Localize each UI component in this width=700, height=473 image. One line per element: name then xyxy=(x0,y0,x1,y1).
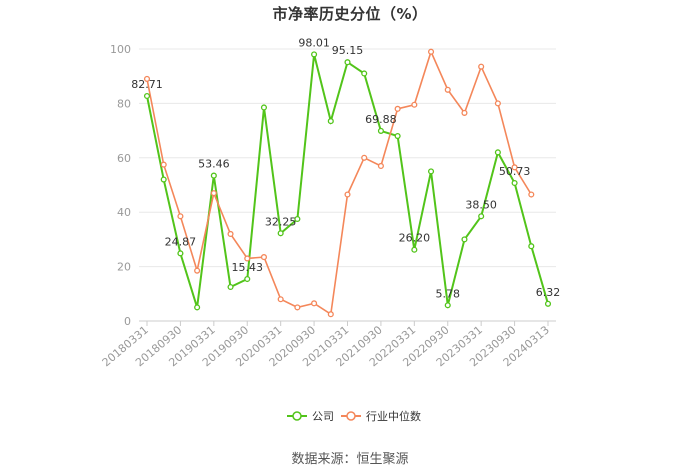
data-label: 98.01 xyxy=(298,36,330,49)
data-point xyxy=(260,254,268,261)
data-label: 15.43 xyxy=(232,261,264,274)
chart-title: 市净率历史分位（%） xyxy=(272,5,428,23)
data-point xyxy=(194,304,201,311)
data-point xyxy=(494,100,501,107)
data-point xyxy=(444,302,451,309)
y-tick-label: 20 xyxy=(117,261,131,274)
data-label: 24.87 xyxy=(165,235,197,248)
data-point xyxy=(394,105,401,112)
data-point xyxy=(227,283,234,291)
data-point xyxy=(461,236,468,243)
data-point xyxy=(528,191,535,198)
data-point xyxy=(143,92,151,100)
data-point xyxy=(327,118,334,125)
data-point xyxy=(244,275,251,283)
legend-marker xyxy=(292,411,302,421)
data-point xyxy=(260,104,268,111)
data-label: 6.32 xyxy=(536,286,561,299)
data-source: 数据来源：恒生聚源 xyxy=(291,452,409,467)
data-point xyxy=(444,86,451,93)
data-label: 69.88 xyxy=(365,113,397,126)
data-point xyxy=(177,250,184,257)
data-point xyxy=(544,300,552,307)
data-point xyxy=(244,255,251,262)
data-point xyxy=(411,101,418,108)
data-point xyxy=(411,246,418,253)
data-point xyxy=(194,267,201,274)
data-point xyxy=(427,168,435,175)
legend-item-company[interactable]: 公司 xyxy=(312,410,334,423)
y-tick-label: 60 xyxy=(117,152,131,165)
data-point xyxy=(227,230,234,238)
data-label: 95.15 xyxy=(332,44,364,57)
data-label: 50.73 xyxy=(499,165,531,178)
data-point xyxy=(394,132,401,140)
data-point xyxy=(478,213,485,220)
data-point xyxy=(427,48,435,55)
y-tick-label: 100 xyxy=(110,43,131,56)
data-label: 32.25 xyxy=(265,215,297,228)
data-point xyxy=(361,70,368,77)
data-point xyxy=(478,63,485,70)
data-label: 38.50 xyxy=(465,198,497,211)
data-point xyxy=(311,51,318,58)
data-point xyxy=(311,300,318,307)
data-point xyxy=(377,127,384,134)
data-point xyxy=(294,215,301,223)
data-point xyxy=(511,179,518,187)
legend-item-industry-median[interactable]: 行业中位数 xyxy=(366,409,421,423)
data-label: 82.71 xyxy=(131,78,163,91)
data-label: 26.20 xyxy=(399,232,431,245)
data-point xyxy=(277,296,284,303)
data-point xyxy=(377,162,384,170)
y-tick-label: 40 xyxy=(117,206,131,219)
data-point xyxy=(344,59,351,66)
data-label: 5.78 xyxy=(436,287,461,300)
data-point xyxy=(528,243,535,250)
y-tick-label: 80 xyxy=(117,97,131,110)
data-point xyxy=(277,230,284,237)
data-point xyxy=(461,109,468,116)
data-label: 53.46 xyxy=(198,158,230,171)
data-point xyxy=(361,154,368,161)
series-line-company xyxy=(146,54,549,308)
data-point xyxy=(511,164,518,171)
series-line-industry-median xyxy=(146,49,532,316)
data-point xyxy=(160,161,167,168)
data-point xyxy=(177,213,184,220)
data-point xyxy=(143,75,151,82)
data-point xyxy=(294,304,301,311)
data-point xyxy=(494,149,501,156)
data-point xyxy=(327,311,334,318)
y-tick-label: 0 xyxy=(124,315,131,328)
data-point xyxy=(344,191,351,198)
legend-marker xyxy=(346,411,356,421)
data-point xyxy=(160,176,167,183)
data-point xyxy=(210,172,217,179)
data-point xyxy=(210,190,217,197)
